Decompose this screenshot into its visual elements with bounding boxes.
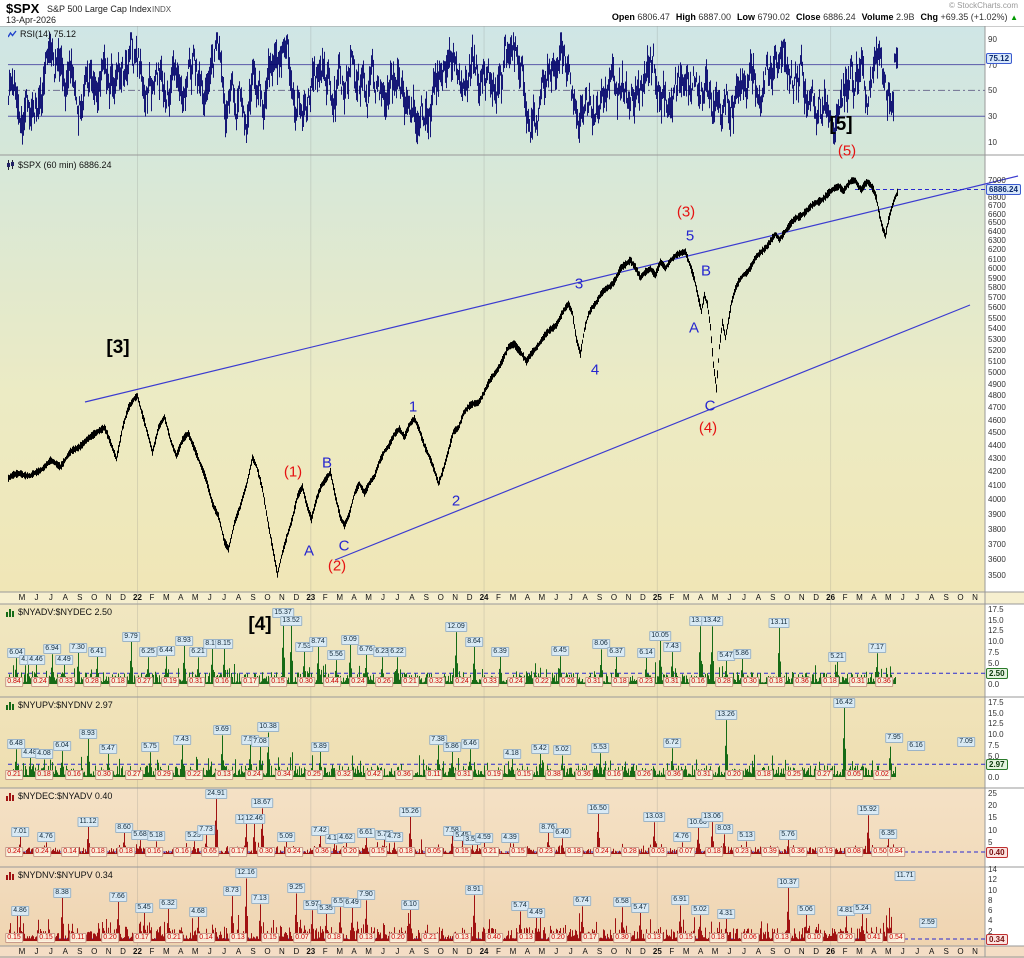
nydnv-nyupv-label: $NYDNV:$NYUPV 0.34 xyxy=(18,870,113,880)
change-up-icon: ▲ xyxy=(1010,13,1018,22)
high-value: 6887.00 xyxy=(698,12,731,22)
nydec-nyadv-title: $NYDEC:$NYADV 0.40 xyxy=(6,791,112,801)
low-label: Low xyxy=(736,12,755,22)
x-axis-strip-bottom xyxy=(0,946,1024,958)
chart-date: 13-Apr-2026 xyxy=(6,15,57,25)
rsi-label: RSI(14) 75.12 xyxy=(20,29,77,39)
nyupv-nydnv-title: $NYUPV:$NYDNV 2.97 xyxy=(6,700,113,710)
low-value: 6790.02 xyxy=(757,12,791,22)
histogram-icon xyxy=(6,871,14,880)
close-label: Close xyxy=(796,12,821,22)
x-axis-strip-top xyxy=(0,592,1024,604)
symbol-name: S&P 500 Large Cap Index xyxy=(47,4,152,14)
histogram-icon xyxy=(6,792,14,801)
line-indicator-icon xyxy=(8,30,17,37)
rsi-panel-title: RSI(14) 75.12 xyxy=(8,29,76,39)
volume-label: Volume xyxy=(861,12,894,22)
copyright: © StockCharts.com xyxy=(948,1,1018,10)
high-label: High xyxy=(675,12,696,22)
price-label: $SPX (60 min) 6886.24 xyxy=(18,160,112,170)
chg-value: +69.35 (+1.02%) xyxy=(940,12,1008,22)
price-panel-title: $SPX (60 min) 6886.24 xyxy=(6,160,112,170)
volume-value: 2.9B xyxy=(895,12,915,22)
open-value: 6806.47 xyxy=(637,12,670,22)
symbol: $SPX xyxy=(6,1,40,16)
chart-header: $SPX S&P 500 Large Cap Index INDX 13-Apr… xyxy=(0,0,1024,26)
nydnv-nyupv-title: $NYDNV:$NYUPV 0.34 xyxy=(6,870,113,880)
histogram-icon xyxy=(6,701,14,710)
nyadv-nydec-label: $NYADV:$NYDEC 2.50 xyxy=(18,607,113,617)
nydec-nyadv-label: $NYDEC:$NYADV 0.40 xyxy=(18,791,113,801)
chg-label: Chg xyxy=(920,12,938,22)
histogram-icon xyxy=(6,608,14,617)
nyupv-nydnv-label: $NYUPV:$NYDNV 2.97 xyxy=(18,700,113,710)
open-label: Open xyxy=(611,12,635,22)
nyadv-nydec-title: $NYADV:$NYDEC 2.50 xyxy=(6,607,112,617)
quote-line: Open 6806.47 High 6887.00 Low 6790.02 Close… xyxy=(606,12,1018,22)
close-value: 6886.24 xyxy=(823,12,856,22)
candlestick-icon xyxy=(7,160,14,170)
exchange-label: INDX xyxy=(152,5,172,14)
